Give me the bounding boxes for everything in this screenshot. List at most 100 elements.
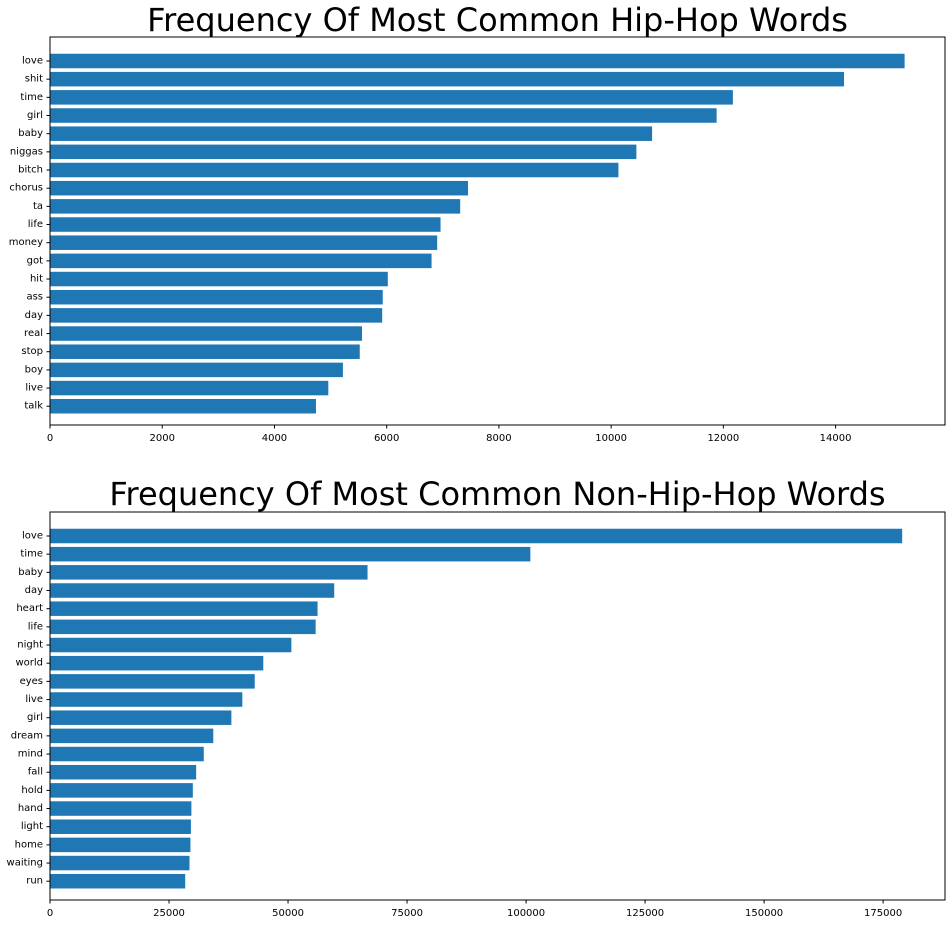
y-tick-label-time: time	[20, 92, 43, 103]
y-tick-label-love: love	[22, 56, 43, 67]
x-tick-label: 25000	[153, 908, 185, 919]
bar-shit	[50, 71, 844, 87]
chart-title-hip-hop: Frequency Of Most Common Hip-Hop Words	[147, 1, 848, 39]
y-tick-label-waiting: waiting	[7, 858, 43, 869]
bar-time	[50, 546, 531, 562]
bar-niggas	[50, 144, 637, 160]
y-tick-label-chorus: chorus	[9, 183, 43, 194]
x-tick-label: 6000	[374, 433, 399, 444]
bar-mind	[50, 746, 204, 762]
axes-frame	[49, 511, 946, 901]
bar-live	[50, 380, 329, 396]
y-tick-label-love: love	[22, 531, 43, 542]
x-tick-label: 2000	[149, 433, 174, 444]
bar-got	[50, 253, 432, 269]
y-tick-label-ass: ass	[26, 292, 43, 303]
y-tick-label-light: light	[21, 821, 43, 832]
y-tick-label-fall: fall	[28, 767, 43, 778]
x-tick-label: 12000	[707, 433, 739, 444]
y-tick-label-real: real	[24, 328, 43, 339]
x-tick-label: 150000	[745, 908, 783, 919]
bar-day	[50, 308, 383, 323]
y-tick-label-day: day	[25, 310, 43, 321]
x-tick-label: 14000	[820, 433, 852, 444]
bar-ta	[50, 199, 461, 214]
bar-baby	[50, 565, 368, 580]
x-tick-label: 125000	[626, 908, 664, 919]
y-tick-label-shit: shit	[25, 74, 43, 85]
bar-life	[50, 619, 316, 635]
y-tick-label-world: world	[15, 658, 43, 669]
y-tick-label-talk: talk	[24, 401, 43, 412]
chart-title-non-hip-hop: Frequency Of Most Common Non-Hip-Hop Wor…	[109, 475, 886, 513]
bar-girl	[50, 108, 717, 123]
y-tick-label-home: home	[15, 839, 43, 850]
y-tick-label-stop: stop	[21, 346, 43, 357]
bar-home	[50, 837, 191, 853]
y-tick-label-got: got	[27, 255, 43, 266]
bar-talk	[50, 398, 316, 414]
x-tick-label: 50000	[272, 908, 304, 919]
x-tick-label: 0	[47, 908, 53, 919]
bar-girl	[50, 710, 232, 725]
x-tick-label: 4000	[262, 433, 287, 444]
y-tick-label-day: day	[25, 585, 43, 596]
bar-boy	[50, 362, 343, 378]
bar-money	[50, 235, 438, 250]
x-tick-label: 10000	[595, 433, 627, 444]
bar-love	[50, 53, 905, 69]
x-tick-label: 100000	[507, 908, 545, 919]
bar-life	[50, 217, 441, 232]
bar-time	[50, 90, 733, 105]
axes-frame	[49, 36, 946, 426]
y-tick-label-money: money	[9, 237, 43, 248]
x-tick-label: 8000	[486, 433, 511, 444]
y-tick-label-dream: dream	[11, 730, 43, 741]
x-tick-label: 75000	[391, 908, 423, 919]
bar-run	[50, 873, 186, 889]
x-tick-label: 175000	[864, 908, 902, 919]
y-tick-label-boy: boy	[25, 364, 43, 375]
y-tick-label-run: run	[26, 876, 43, 887]
y-tick-label-heart: heart	[16, 603, 43, 614]
y-tick-label-ta: ta	[33, 201, 43, 212]
bar-eyes	[50, 674, 255, 689]
y-tick-label-mind: mind	[18, 749, 43, 760]
bar-world	[50, 655, 264, 671]
y-tick-label-girl: girl	[27, 712, 43, 723]
y-tick-label-bitch: bitch	[18, 165, 43, 176]
bar-live	[50, 692, 243, 707]
x-tick-label: 0	[47, 433, 53, 444]
bar-light	[50, 819, 191, 834]
y-tick-label-life: life	[28, 621, 43, 632]
bar-bitch	[50, 162, 619, 178]
y-tick-label-hold: hold	[21, 785, 43, 796]
bar-waiting	[50, 855, 190, 871]
bar-fall	[50, 764, 197, 780]
bar-hit	[50, 271, 388, 287]
y-tick-label-live: live	[25, 383, 43, 394]
bar-love	[50, 528, 903, 544]
bar-dream	[50, 728, 214, 744]
y-tick-label-niggas: niggas	[10, 146, 43, 157]
y-tick-label-eyes: eyes	[20, 676, 43, 687]
bar-hold	[50, 783, 193, 798]
bar-ass	[50, 289, 383, 305]
bar-day	[50, 583, 335, 598]
y-tick-label-girl: girl	[27, 110, 43, 121]
bar-stop	[50, 344, 360, 359]
y-tick-label-night: night	[17, 640, 43, 651]
y-tick-label-baby: baby	[18, 567, 43, 578]
bar-night	[50, 637, 292, 653]
y-tick-label-hand: hand	[18, 803, 43, 814]
y-tick-label-baby: baby	[18, 128, 43, 139]
bar-hand	[50, 801, 192, 816]
y-tick-label-life: life	[28, 219, 43, 230]
y-tick-label-hit: hit	[30, 274, 43, 285]
y-tick-label-time: time	[20, 549, 43, 560]
bar-chorus	[50, 180, 469, 196]
bar-real	[50, 326, 362, 341]
